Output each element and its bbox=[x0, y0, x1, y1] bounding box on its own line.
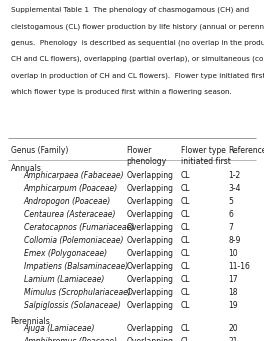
Text: CL: CL bbox=[181, 172, 190, 180]
Text: Overlapping: Overlapping bbox=[127, 288, 174, 297]
Text: CL: CL bbox=[181, 249, 190, 258]
Text: Overlapping: Overlapping bbox=[127, 197, 174, 206]
Text: Annuals: Annuals bbox=[11, 164, 41, 173]
Text: Centaurea (Asteraceae): Centaurea (Asteraceae) bbox=[24, 210, 115, 219]
Text: Overlapping: Overlapping bbox=[127, 324, 174, 333]
Text: 20: 20 bbox=[228, 324, 238, 333]
Text: Overlapping: Overlapping bbox=[127, 262, 174, 271]
Text: CL: CL bbox=[181, 184, 190, 193]
Text: genus.  Phenology  is described as sequential (no overlap in the production of: genus. Phenology is described as sequent… bbox=[11, 40, 264, 46]
Text: CL: CL bbox=[181, 288, 190, 297]
Text: Flower
phenology: Flower phenology bbox=[127, 146, 167, 166]
Text: Amphibromus (Poaceae): Amphibromus (Poaceae) bbox=[24, 337, 118, 341]
Text: CL: CL bbox=[181, 236, 190, 245]
Text: Mimulus (Scrophulariaceae): Mimulus (Scrophulariaceae) bbox=[24, 288, 131, 297]
Text: cleistogamous (CL) flower production by life history (annual or perennial) and: cleistogamous (CL) flower production by … bbox=[11, 23, 264, 30]
Text: 3-4: 3-4 bbox=[228, 184, 241, 193]
Text: Perennials: Perennials bbox=[11, 317, 50, 326]
Text: 18: 18 bbox=[228, 288, 238, 297]
Text: Amphicarpum (Poaceae): Amphicarpum (Poaceae) bbox=[24, 184, 118, 193]
Text: 11-16: 11-16 bbox=[228, 262, 250, 271]
Text: Emex (Polygonaceae): Emex (Polygonaceae) bbox=[24, 249, 107, 258]
Text: 21: 21 bbox=[228, 337, 238, 341]
Text: Overlapping: Overlapping bbox=[127, 249, 174, 258]
Text: Genus (Family): Genus (Family) bbox=[11, 146, 68, 155]
Text: CL: CL bbox=[181, 223, 190, 232]
Text: Lamium (Lamiaceae): Lamium (Lamiaceae) bbox=[24, 275, 104, 284]
Text: CL: CL bbox=[181, 210, 190, 219]
Text: CL: CL bbox=[181, 337, 190, 341]
Text: Supplemental Table 1  The phenology of chasmogamous (CH) and: Supplemental Table 1 The phenology of ch… bbox=[11, 7, 249, 13]
Text: CL: CL bbox=[181, 262, 190, 271]
Text: overlap in production of CH and CL flowers).  Flower type initiated first indica: overlap in production of CH and CL flowe… bbox=[11, 72, 264, 79]
Text: Overlapping: Overlapping bbox=[127, 210, 174, 219]
Text: 10: 10 bbox=[228, 249, 238, 258]
Text: Impatiens (Balsaminaceae): Impatiens (Balsaminaceae) bbox=[24, 262, 128, 271]
Text: CH and CL flowers), overlapping (partial overlap), or simultaneous (complete: CH and CL flowers), overlapping (partial… bbox=[11, 56, 264, 62]
Text: 6: 6 bbox=[228, 210, 233, 219]
Text: 5: 5 bbox=[228, 197, 233, 206]
Text: CL: CL bbox=[181, 275, 190, 284]
Text: Overlapping: Overlapping bbox=[127, 301, 174, 310]
Text: Overlapping: Overlapping bbox=[127, 223, 174, 232]
Text: Reference: Reference bbox=[228, 146, 264, 155]
Text: Ajuga (Lamiaceae): Ajuga (Lamiaceae) bbox=[24, 324, 95, 333]
Text: 1-2: 1-2 bbox=[228, 172, 241, 180]
Text: Amphicarpaea (Fabaceae): Amphicarpaea (Fabaceae) bbox=[24, 172, 124, 180]
Text: 17: 17 bbox=[228, 275, 238, 284]
Text: 8-9: 8-9 bbox=[228, 236, 241, 245]
Text: CL: CL bbox=[181, 197, 190, 206]
Text: Overlapping: Overlapping bbox=[127, 275, 174, 284]
Text: Overlapping: Overlapping bbox=[127, 172, 174, 180]
Text: Salpiglossis (Solanaceae): Salpiglossis (Solanaceae) bbox=[24, 301, 121, 310]
Text: Collomia (Polemoniaceae): Collomia (Polemoniaceae) bbox=[24, 236, 123, 245]
Text: CL: CL bbox=[181, 301, 190, 310]
Text: Ceratocapnos (Fumariaceae): Ceratocapnos (Fumariaceae) bbox=[24, 223, 134, 232]
Text: Overlapping: Overlapping bbox=[127, 184, 174, 193]
Text: Andropogon (Poaceae): Andropogon (Poaceae) bbox=[24, 197, 111, 206]
Text: CL: CL bbox=[181, 324, 190, 333]
Text: Flower type
initiated first: Flower type initiated first bbox=[181, 146, 231, 166]
Text: 19: 19 bbox=[228, 301, 238, 310]
Text: 7: 7 bbox=[228, 223, 233, 232]
Text: Overlapping: Overlapping bbox=[127, 337, 174, 341]
Text: Overlapping: Overlapping bbox=[127, 236, 174, 245]
Text: which flower type is produced first within a flowering season.: which flower type is produced first with… bbox=[11, 89, 231, 95]
